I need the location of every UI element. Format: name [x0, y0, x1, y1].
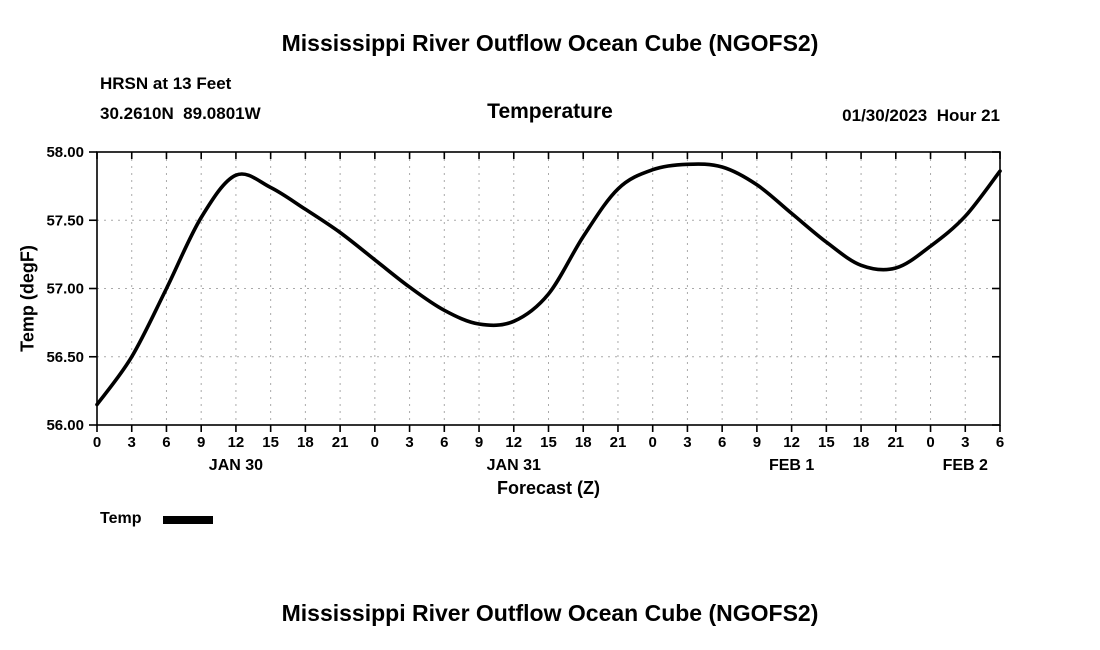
x-tick-label: 3 [683, 434, 691, 451]
day-label: FEB 2 [943, 457, 988, 474]
x-tick-label: 0 [926, 434, 934, 451]
x-tick-label: 6 [718, 434, 726, 451]
x-tick-label: 12 [228, 434, 245, 451]
x-tick-label: 9 [475, 434, 483, 451]
legend-series-label: Temp [100, 510, 142, 527]
day-label: JAN 31 [487, 457, 541, 474]
x-tick-label: 3 [405, 434, 413, 451]
y-tick-label: 58.00 [46, 144, 84, 161]
x-tick-label: 18 [853, 434, 870, 451]
x-tick-label: 9 [753, 434, 761, 451]
y-tick-label: 56.50 [46, 349, 84, 366]
station-name-label: HRSN at 13 Feet [100, 74, 232, 93]
x-tick-label: 15 [540, 434, 557, 451]
x-tick-label: 15 [262, 434, 279, 451]
chart-title: Temperature [487, 100, 613, 123]
x-tick-label: 15 [818, 434, 835, 451]
x-tick-label: 3 [961, 434, 969, 451]
x-tick-label: 18 [575, 434, 592, 451]
x-tick-label: 6 [996, 434, 1004, 451]
x-day-labels: JAN 30 JAN 31 FEB 1 FEB 2 [209, 457, 988, 474]
forecast-datetime-label: 01/30/2023 Hour 21 [842, 106, 1000, 125]
x-tick-label: 21 [887, 434, 904, 451]
day-label: FEB 1 [769, 457, 814, 474]
x-tick-label: 12 [783, 434, 800, 451]
x-tick-label: 21 [610, 434, 627, 451]
x-tick-label: 0 [93, 434, 101, 451]
x-tick-label: 12 [505, 434, 522, 451]
temperature-curve [95, 162, 1002, 407]
y-tick-label: 57.50 [46, 212, 84, 229]
x-tick-label: 0 [649, 434, 657, 451]
y-tick-label: 57.00 [46, 281, 84, 298]
x-tick-label: 0 [371, 434, 379, 451]
x-tick-label: 6 [162, 434, 170, 451]
page-title: Mississippi River Outflow Ocean Cube (NG… [281, 30, 819, 56]
chart-axis-ticks [89, 151, 1001, 432]
legend-line-swatch [163, 516, 213, 524]
y-tick-label: 56.00 [46, 417, 84, 434]
x-tick-label: 18 [297, 434, 314, 451]
x-tick-label: 3 [128, 434, 136, 451]
x-tick-label: 21 [332, 434, 349, 451]
x-axis-label: Forecast (Z) [496, 478, 601, 498]
second-page-title: Mississippi River Outflow Ocean Cube (NG… [281, 600, 819, 626]
day-label: JAN 30 [209, 457, 263, 474]
x-tick-labels: 0 3 6 9 12 15 18 21 0 3 6 9 12 15 18 21 0 3 6 9 12 15 18 21 0 3 6 [93, 434, 1004, 451]
x-tick-label: 9 [197, 434, 205, 451]
series-line-temp [95, 162, 1002, 407]
y-tick-labels: 56.00 56.50 57.00 57.50 58.00 [46, 144, 84, 434]
chart-gridlines [96, 151, 1001, 426]
station-coordinates-label: 30.2610N 89.0801W [100, 104, 261, 123]
x-tick-label: 6 [440, 434, 448, 451]
